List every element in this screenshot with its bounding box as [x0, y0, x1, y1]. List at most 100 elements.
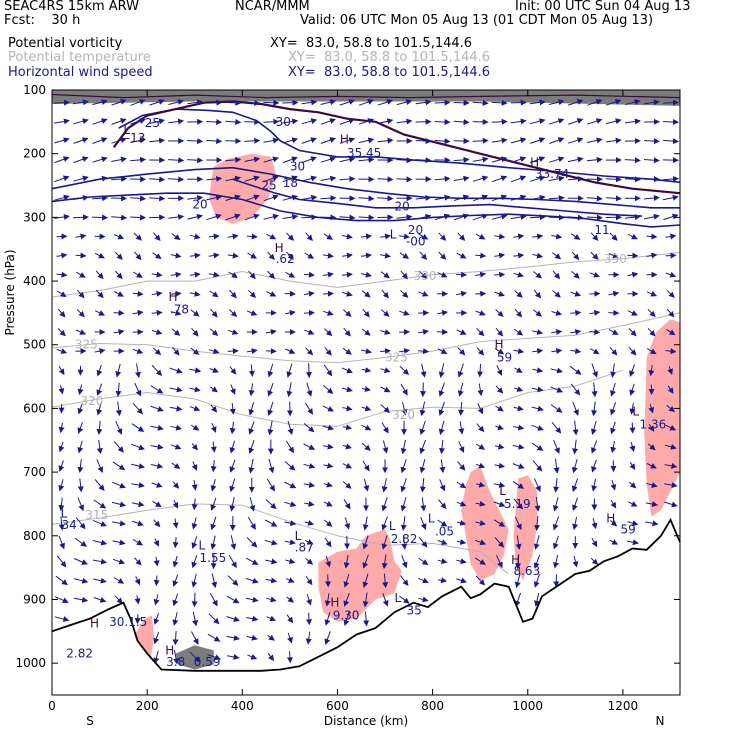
wind-vector — [382, 593, 389, 607]
wind-vector — [130, 195, 147, 202]
wind-vector — [531, 386, 544, 393]
wind-vector — [439, 439, 445, 455]
wind-vector — [362, 460, 370, 472]
wind-vector — [303, 443, 316, 450]
wind-vector — [153, 538, 159, 547]
wind-vector — [225, 99, 242, 106]
wind-vector — [589, 348, 600, 355]
wind-vector — [301, 137, 317, 144]
wind-vector — [589, 309, 601, 316]
wind-vector — [495, 424, 504, 430]
wind-vector — [568, 118, 584, 125]
wind-vector — [305, 232, 313, 241]
wind-vector — [226, 653, 240, 660]
wind-vector — [320, 118, 336, 125]
wind-vector — [54, 175, 70, 183]
wind-vector — [532, 233, 544, 240]
wind-vector — [245, 596, 259, 603]
wind-vector — [551, 310, 563, 316]
wind-vector — [362, 592, 369, 608]
wind-vector — [172, 612, 179, 626]
wind-vector — [244, 213, 260, 221]
field-label: 30 — [290, 159, 305, 173]
wind-vector — [456, 290, 468, 297]
wind-vector — [399, 595, 410, 604]
wind-vector — [153, 613, 160, 625]
wind-vector — [643, 99, 660, 106]
pv-dark-region — [52, 90, 680, 106]
wind-vector — [111, 156, 127, 163]
wind-vector — [265, 499, 277, 510]
wind-vector — [434, 118, 451, 125]
wind-vector — [453, 99, 470, 106]
wind-vector — [418, 577, 429, 584]
wind-vector — [610, 520, 618, 527]
wind-vector — [111, 501, 127, 508]
wind-vector — [73, 99, 89, 106]
wind-vector — [132, 348, 144, 354]
wind-vector — [303, 290, 315, 297]
wind-vector — [629, 402, 636, 415]
wind-vector — [418, 329, 429, 335]
wind-vector — [151, 290, 163, 297]
wind-vector — [282, 175, 298, 183]
wind-vector — [210, 404, 218, 413]
wind-vector — [210, 478, 217, 492]
wind-vector — [210, 422, 217, 433]
wind-vector — [172, 630, 179, 646]
wind-vector — [377, 195, 394, 202]
wind-vector — [400, 439, 407, 455]
wind-vector — [510, 194, 527, 201]
wind-vector — [438, 401, 445, 416]
wind-vector — [475, 252, 487, 259]
wind-vector — [475, 575, 486, 586]
axes: 0 200 400 600 800 1000 1200 100 200 300 400 500 600 7… — [15, 83, 680, 713]
wind-vector — [153, 519, 161, 528]
wind-vector — [494, 347, 505, 355]
wind-vector — [493, 481, 506, 488]
wind-vector — [286, 614, 294, 624]
wind-vector — [58, 460, 65, 472]
wind-vector — [343, 592, 350, 607]
field-label: 18 — [283, 176, 298, 190]
wind-vector — [591, 401, 598, 417]
field-label: 25 — [261, 179, 276, 193]
wind-vector — [320, 175, 337, 182]
wind-vector — [552, 290, 561, 298]
wind-vector — [662, 99, 679, 106]
wind-vector — [477, 363, 484, 378]
wind-vector — [92, 539, 108, 546]
wind-vector — [381, 289, 389, 299]
wind-vector — [453, 119, 470, 126]
wind-vector — [168, 214, 185, 221]
y-tick-label: 800 — [23, 529, 46, 543]
wind-vector — [284, 501, 297, 508]
wind-vector — [268, 458, 275, 474]
wind-vector — [190, 309, 200, 317]
wind-vector — [475, 557, 486, 565]
wind-vector — [303, 271, 315, 278]
wind-vector — [211, 573, 218, 589]
wind-vector — [624, 176, 641, 183]
wind-vector — [552, 270, 561, 280]
wind-vector — [75, 252, 87, 259]
wind-vector — [229, 289, 237, 299]
wind-vector — [229, 421, 236, 435]
field-label: 20 — [408, 223, 423, 237]
theta-label-320: 320 — [81, 394, 104, 408]
wind-vector — [401, 535, 408, 550]
wind-vector — [170, 252, 182, 259]
wind-vector — [550, 367, 564, 374]
wind-vector — [210, 535, 217, 550]
wind-vector — [377, 118, 394, 125]
wind-vector — [382, 440, 389, 454]
x-tick-label: 1000 — [512, 699, 543, 713]
wind-vector — [229, 478, 236, 493]
wind-vector — [400, 270, 408, 280]
wind-vector — [341, 367, 353, 374]
wind-vector — [206, 175, 223, 182]
wind-vector — [73, 577, 89, 584]
wind-vector — [570, 233, 581, 240]
wind-vector — [360, 252, 372, 259]
wind-vector — [286, 651, 293, 664]
